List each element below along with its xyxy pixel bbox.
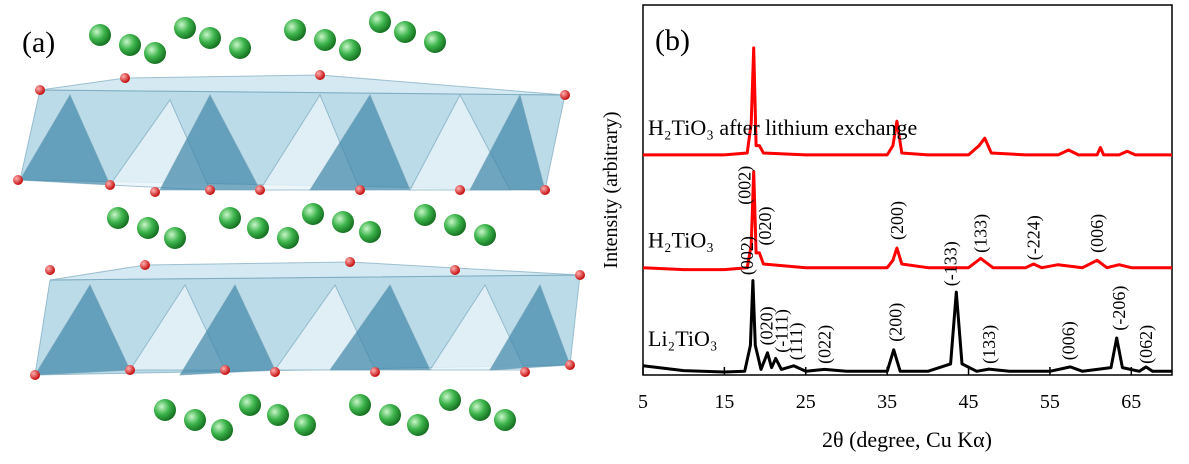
series-label: H₂TiO₃: [648, 228, 714, 253]
peak-label: (-133): [941, 241, 962, 286]
peak-label: (062): [1136, 325, 1157, 364]
plot-frame: [642, 4, 1173, 376]
peak-label: (002): [735, 166, 756, 205]
x-tick-label: 5: [638, 391, 648, 413]
panel-label: (a): [22, 26, 55, 59]
peak-label: (006): [1087, 214, 1108, 253]
peak-label: (002): [737, 236, 758, 275]
xrd-pattern: [642, 170, 1172, 272]
peak-label: (022): [814, 325, 835, 364]
series-label: Li₂TiO₃: [648, 326, 718, 351]
y-axis-label: Intensity (arbitrary): [600, 111, 622, 268]
peak-label: (020): [757, 306, 778, 345]
xrd-pattern: [642, 279, 1172, 374]
peak-label: (020): [755, 207, 776, 246]
peak-label: (133): [971, 214, 992, 253]
crystal-structure: (a): [13, 11, 585, 441]
peak-label: (-224): [1024, 215, 1045, 260]
peak-label: (200): [885, 303, 906, 342]
peak-label: (200): [887, 201, 908, 240]
x-tick-label: 35: [877, 391, 897, 413]
panel-label: (b): [655, 24, 690, 57]
peak-label: (-111): [771, 309, 792, 353]
x-tick-label: 25: [796, 391, 816, 413]
series-label: H₂TiO₃ after lithium exchange: [648, 115, 917, 140]
xrd-pattern: [643, 46, 1172, 157]
x-tick-label: 15: [714, 391, 734, 413]
x-tick-label: 55: [1040, 391, 1060, 413]
x-tick-label: 45: [959, 391, 979, 413]
peak-label: (006): [1059, 321, 1080, 360]
x-axis-label: 2θ (degree, Cu Kα): [822, 427, 992, 452]
x-tick-label: 65: [1121, 391, 1141, 413]
xrd-chart: (b) Intensity (arbitrary) 2θ (degree, Cu…: [600, 4, 1173, 452]
peak-label: (111): [786, 323, 807, 361]
peak-label: (133): [979, 325, 1000, 364]
peak-label: (-206): [1109, 286, 1130, 331]
